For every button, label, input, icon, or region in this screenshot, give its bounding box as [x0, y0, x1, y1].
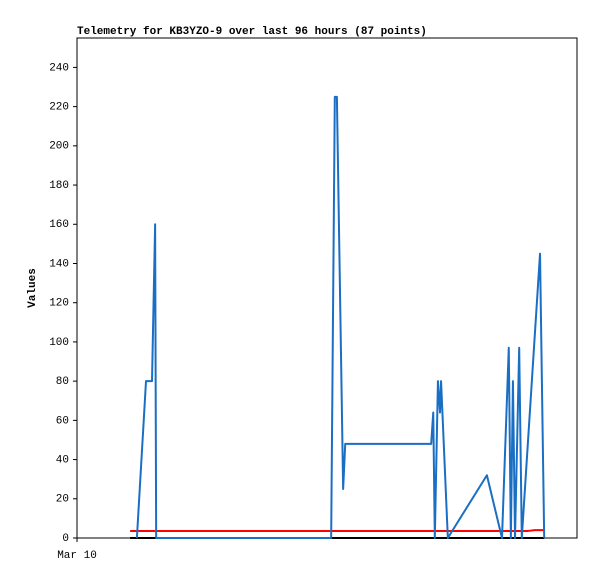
y-axis-label: Values [27, 268, 39, 308]
data-line [135, 95, 546, 539]
y-tick-label: 0 [62, 533, 69, 545]
y-tick-label: 180 [49, 180, 69, 192]
x-tick-label: Mar 10 [57, 550, 97, 562]
y-tick-label: 200 [49, 141, 69, 153]
y-tick-label: 220 [49, 102, 69, 114]
y-tick-label: 100 [49, 337, 69, 349]
chart-title: Telemetry for KB3YZO-9 over last 96 hour… [77, 26, 427, 38]
y-tick-label: 160 [49, 219, 69, 231]
y-tick-label: 80 [56, 376, 69, 388]
y-tick-label: 240 [49, 62, 69, 74]
y-tick-label: 60 [56, 415, 69, 427]
data-line [130, 529, 545, 532]
y-tick-label: 120 [49, 298, 69, 310]
y-tick-label: 140 [49, 258, 69, 270]
y-tick-label: 20 [56, 494, 69, 506]
y-tick-label: 40 [56, 454, 69, 466]
